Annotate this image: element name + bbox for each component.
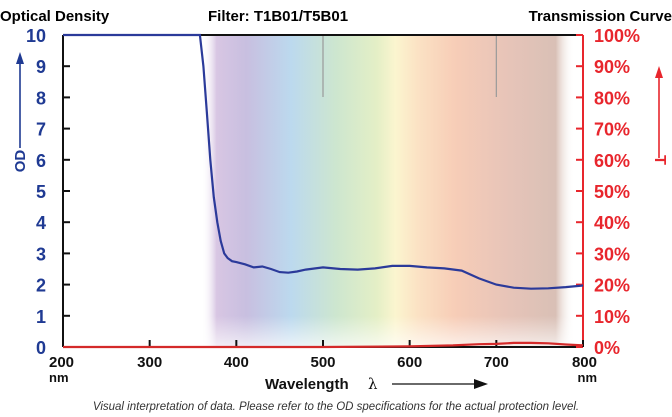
left-tick-label: 7 bbox=[36, 120, 46, 140]
right-tick-label: 40% bbox=[594, 213, 630, 233]
x-tick-unit: nm bbox=[49, 370, 69, 385]
right-tick-label: 60% bbox=[594, 151, 630, 171]
left-tick-label: 9 bbox=[36, 57, 46, 77]
x-axis-label: Wavelength λ bbox=[265, 375, 488, 393]
right-tick-label: 10% bbox=[594, 307, 630, 327]
right-tick-label: 30% bbox=[594, 244, 630, 264]
left-tick-label: 6 bbox=[36, 151, 46, 171]
right-tick-label: 0% bbox=[594, 338, 620, 358]
x-tick-label: 700 bbox=[484, 354, 509, 371]
left-tick-label: 1 bbox=[36, 307, 46, 327]
left-tick-label: 2 bbox=[36, 276, 46, 296]
x-tick-label: 400 bbox=[224, 354, 249, 371]
left-axis-title: Optical Density bbox=[0, 8, 110, 25]
lambda-symbol: λ bbox=[368, 375, 378, 393]
left-tick-label: 5 bbox=[36, 182, 46, 202]
spectrum-fade bbox=[201, 35, 575, 347]
t-axis-label: T bbox=[651, 155, 668, 165]
left-tick-label: 3 bbox=[36, 244, 46, 264]
left-axis-label: OD bbox=[12, 52, 29, 172]
t-arrow-head-icon bbox=[655, 66, 663, 78]
right-tick-label: 90% bbox=[594, 57, 630, 77]
right-axis-label: T bbox=[651, 66, 668, 165]
right-tick-label: 80% bbox=[594, 88, 630, 108]
x-tick-label: 200 bbox=[49, 354, 74, 371]
right-tick-label: 50% bbox=[594, 182, 630, 202]
x-arrow-head-icon bbox=[474, 379, 488, 389]
x-tick-label: 500 bbox=[310, 354, 335, 371]
right-axis-title: Transmission Curve bbox=[529, 8, 672, 25]
od-series-line bbox=[63, 33, 584, 290]
filter-title: Filter: T1B01/T5B01 bbox=[208, 8, 348, 25]
right-axis-ticks: 0% 10% 20% 30% 40% 50% 60% 70% 80% 90% 100% bbox=[576, 26, 640, 358]
x-tick-label: 600 bbox=[397, 354, 422, 371]
right-tick-label: 100% bbox=[594, 26, 640, 46]
grid-lines bbox=[322, 35, 497, 97]
left-tick-label: 0 bbox=[36, 338, 46, 358]
od-arrow-head-icon bbox=[16, 52, 24, 64]
od-axis-label: OD bbox=[12, 150, 29, 173]
left-tick-label: 4 bbox=[36, 213, 46, 233]
right-tick-label: 20% bbox=[594, 276, 630, 296]
t-series-line bbox=[63, 341, 584, 349]
wavelength-label: Wavelength bbox=[265, 376, 349, 393]
left-tick-label: 8 bbox=[36, 88, 46, 108]
right-tick-label: 70% bbox=[594, 120, 630, 140]
footnote: Visual interpretation of data. Please re… bbox=[93, 401, 579, 413]
x-tick-unit: nm bbox=[578, 370, 598, 385]
left-tick-label: 10 bbox=[26, 26, 46, 46]
x-tick-label: 300 bbox=[137, 354, 162, 371]
x-tick-label: 800 bbox=[572, 354, 597, 371]
